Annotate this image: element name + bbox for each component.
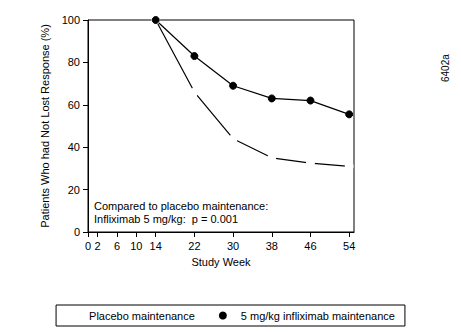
svg-text:60: 60	[68, 99, 80, 111]
svg-text:30: 30	[227, 240, 239, 252]
svg-text:2: 2	[95, 240, 101, 252]
svg-text:80: 80	[68, 56, 80, 68]
svg-text:0: 0	[85, 240, 91, 252]
svg-text:6402a: 6402a	[440, 54, 451, 82]
svg-text:Infliximab 5 mg/kg: p = 0.001: Infliximab 5 mg/kg: p = 0.001	[94, 213, 238, 225]
svg-text:38: 38	[266, 240, 278, 252]
svg-text:54: 54	[343, 240, 355, 252]
svg-text:100: 100	[62, 14, 80, 26]
svg-text:20: 20	[68, 184, 80, 196]
svg-text:40: 40	[68, 141, 80, 153]
svg-text:46: 46	[304, 240, 316, 252]
svg-text:Study Week: Study Week	[191, 256, 251, 268]
svg-text:Placebo maintenance: Placebo maintenance	[89, 310, 195, 322]
svg-text:14: 14	[150, 240, 162, 252]
svg-text:6: 6	[114, 240, 120, 252]
svg-text:Patients Who had Not Lost Resp: Patients Who had Not Lost Response (%)	[39, 24, 51, 228]
svg-text:10: 10	[130, 240, 142, 252]
svg-text:Compared to placebo maintenanc: Compared to placebo maintenance:	[94, 200, 268, 212]
svg-text:5 mg/kg infliximab maintenance: 5 mg/kg infliximab maintenance	[241, 310, 395, 322]
svg-text:0: 0	[74, 226, 80, 238]
svg-text:22: 22	[188, 240, 200, 252]
